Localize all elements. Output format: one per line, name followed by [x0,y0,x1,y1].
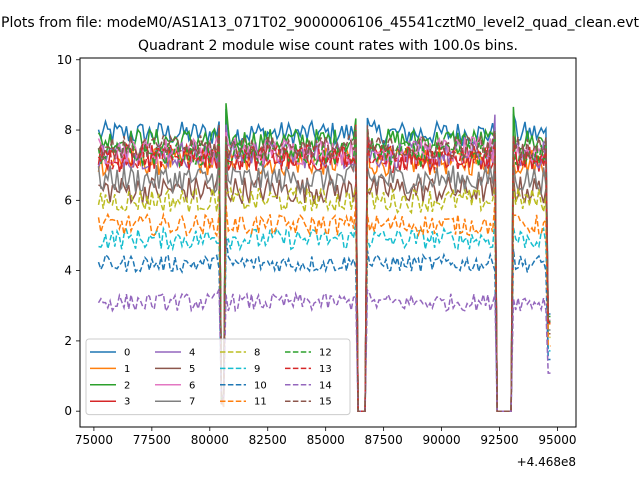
series-line-13 [97,134,551,412]
x-tick-label: 87500 [365,433,403,447]
series-line-12 [97,129,551,412]
y-tick-label: 8 [64,123,72,137]
x-tick-label: 75000 [75,433,113,447]
legend-label-10: 10 [254,380,267,391]
y-tick-label: 0 [64,404,72,418]
y-axis: 0 2 4 6 8 10 [57,53,80,418]
legend-label-5: 5 [189,364,195,375]
x-axis: 75000 77500 80000 82500 85000 87500 90000 92500… [75,427,577,447]
series-line-8 [97,186,551,412]
legend-label-11: 11 [254,397,267,408]
chart-title: Quadrant 2 module wise count rates with … [138,38,518,54]
y-tick-label: 6 [64,193,72,207]
series-line-11 [97,202,551,412]
series-line-7 [97,152,551,412]
legend-label-12: 12 [319,348,332,359]
y-tick-label: 4 [64,264,72,278]
figure-suptitle: Plots from file: modeM0/AS1A13_071T02_90… [1,15,639,31]
legend-label-6: 6 [189,380,195,391]
series-line-10 [97,236,551,412]
series-layer [97,103,551,412]
legend-label-0: 0 [124,348,130,359]
legend-label-3: 3 [124,397,130,408]
series-line-14 [97,287,551,412]
x-tick-label: 82500 [249,433,287,447]
legend-label-8: 8 [254,348,260,359]
x-tick-label: 95000 [538,433,576,447]
legend-label-7: 7 [189,397,195,408]
y-tick-label: 2 [64,334,72,348]
legend-box [85,338,351,416]
axes-frame [79,57,577,428]
legend-label-14: 14 [319,380,332,391]
legend-label-1: 1 [124,364,130,375]
legend-label-15: 15 [319,397,332,408]
legend-label-9: 9 [254,364,260,375]
x-tick-label: 77500 [133,433,171,447]
x-offset-label: +4.468e8 [517,455,576,469]
series-line-9 [98,220,551,412]
x-tick-label: 85000 [307,433,345,447]
legend-label-13: 13 [319,364,332,375]
x-tick-label: 92500 [480,433,518,447]
legend-label-2: 2 [124,380,130,391]
x-tick-label: 80000 [191,433,229,447]
series-line-4 [97,114,551,412]
series-line-15 [97,124,551,412]
y-tick-label: 10 [57,53,72,67]
legend-label-4: 4 [189,348,195,359]
x-tick-label: 90000 [422,433,460,447]
